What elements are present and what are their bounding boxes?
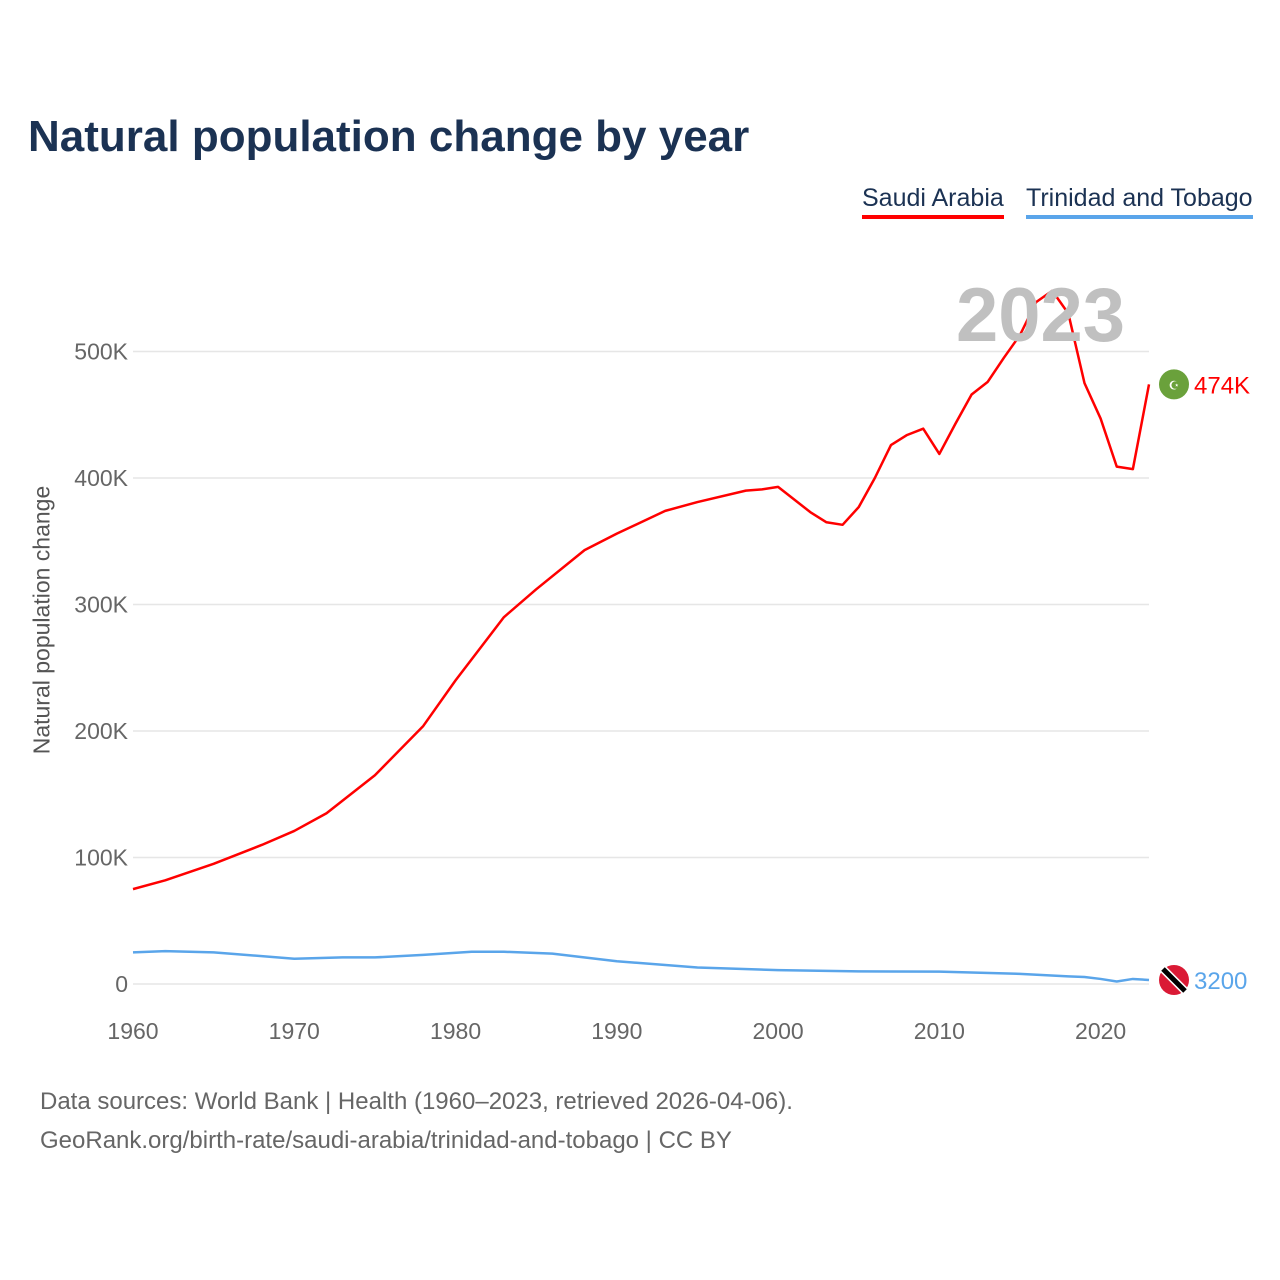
y-tick-label: 200K [74,718,128,744]
y-tick-label: 100K [74,845,128,871]
chart-title: Natural population change by year [28,112,750,161]
x-tick-label: 1970 [269,1018,320,1044]
flag-stripe [1161,967,1187,993]
legend-saudi-arabia[interactable]: Saudi Arabia [862,184,1004,219]
legend-trinidad-and-tobago[interactable]: Trinidad and Tobago [1026,184,1253,219]
y-tick-label: 400K [74,465,128,491]
end-label: 3200 [1194,968,1247,995]
flag-glyph: ☪ [1169,378,1180,392]
y-tick-label: 300K [74,592,128,618]
y-axis-label: Natural population change [28,485,55,755]
x-tick-label: 1990 [591,1018,642,1044]
x-tick-label: 2000 [752,1018,803,1044]
end-label: 474K [1194,372,1250,399]
highlight-year: 2023 [956,273,1126,358]
y-tick-label: 500K [74,339,128,365]
saudi-arabia-flag-icon [1159,369,1189,400]
series-line-trinidad-and-tobago [132,949,1150,983]
source-line-1: Data sources: World Bank | Health (1960–… [40,1088,793,1115]
series-line-saudi-arabia [132,289,1151,891]
source-line-2[interactable]: GeoRank.org/birth-rate/saudi-arabia/trin… [40,1127,732,1154]
x-tick-label: 1980 [430,1018,481,1044]
x-tick-label: 2020 [1075,1018,1126,1044]
y-tick-label: 0 [115,971,128,997]
x-tick-label: 2010 [914,1018,965,1044]
x-tick-label: 1960 [107,1018,158,1044]
